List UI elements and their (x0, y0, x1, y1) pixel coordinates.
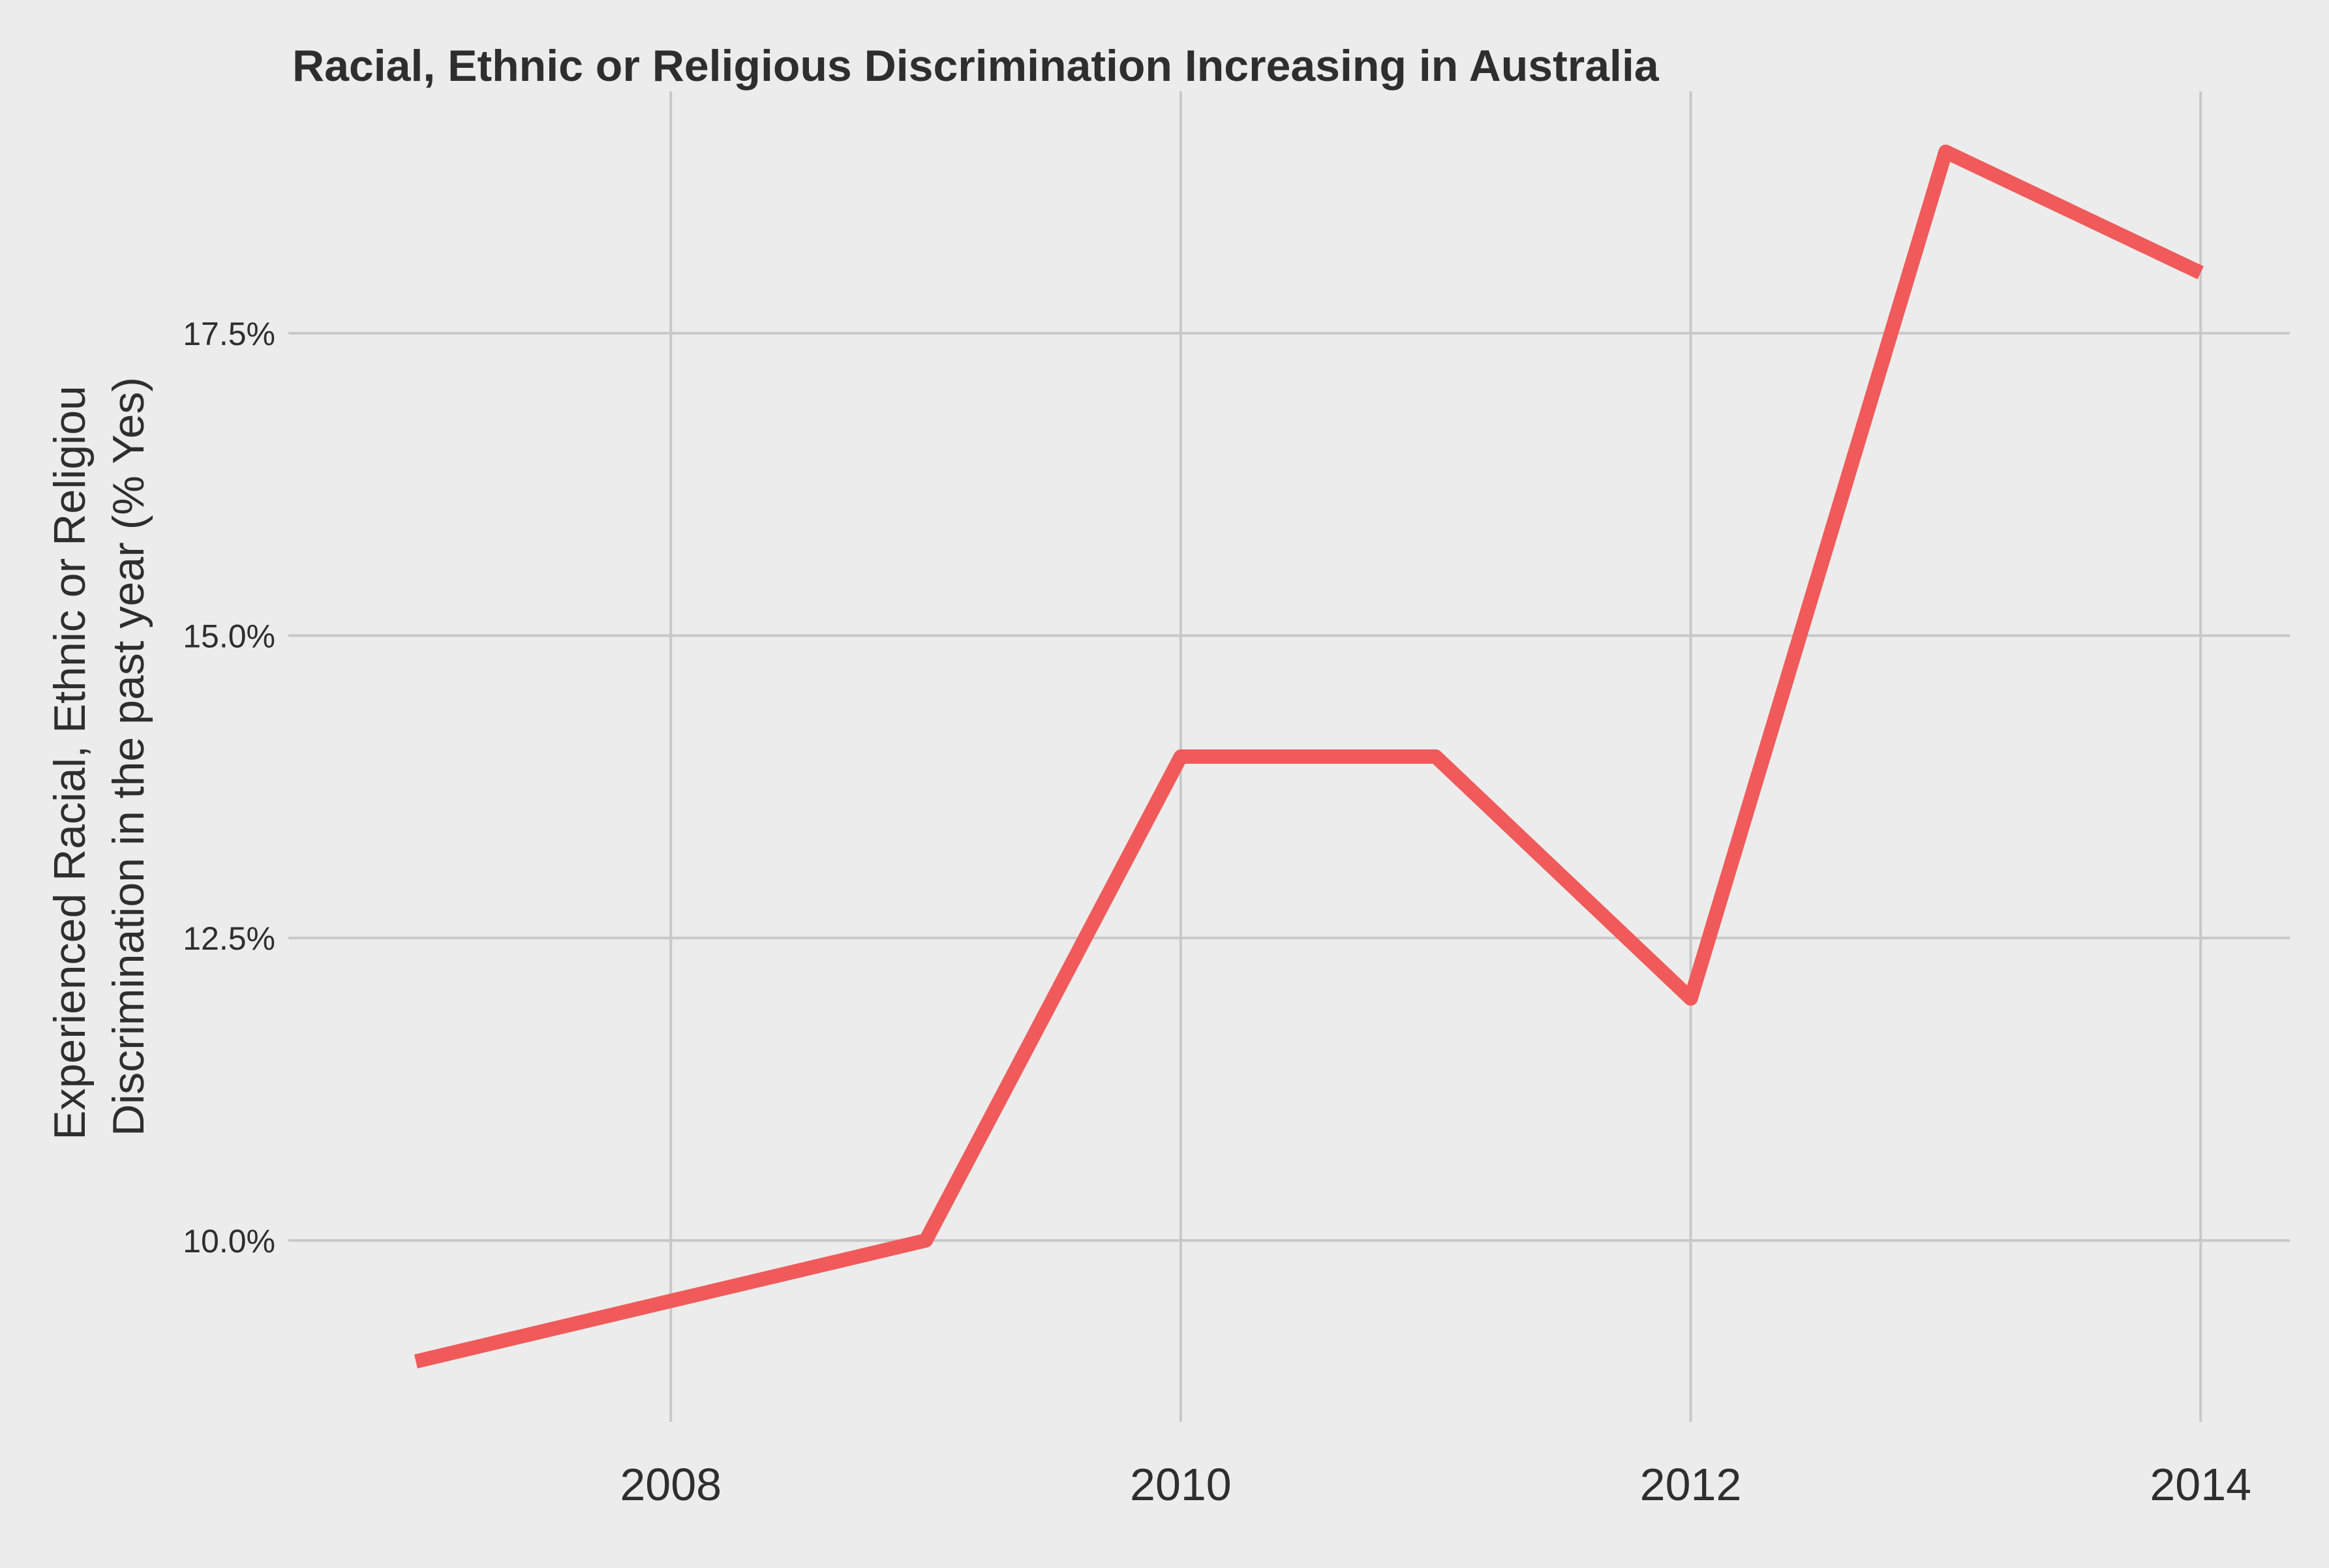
y-axis-label: Experienced Racial, Ethnic or Religiou D… (45, 373, 153, 1140)
y-tick-label: 17.5% (183, 316, 275, 352)
y-tick-label: 12.5% (183, 920, 275, 957)
x-tick-label: 2010 (1130, 1459, 1232, 1510)
x-tick-label: 2014 (2150, 1459, 2251, 1510)
y-tick-label: 15.0% (183, 618, 275, 655)
y-tick-label: 10.0% (183, 1223, 275, 1259)
tick-labels: 2008 2010 2012 2014 10.0% 12.5% 15.0% 17.5% (183, 316, 2251, 1510)
gridlines (288, 91, 2290, 1422)
x-tick-label: 2012 (1640, 1459, 1742, 1510)
series-lines (414, 144, 2204, 1369)
y-axis-label-line-2: Discrimination in the past year (% Yes) (104, 377, 153, 1136)
chart-title: Racial, Ethnic or Religious Discriminati… (292, 41, 1660, 91)
series-line (414, 144, 2204, 1369)
y-axis-label-line-1: Experienced Racial, Ethnic or Religiou (45, 385, 95, 1140)
x-tick-label: 2008 (620, 1459, 722, 1510)
